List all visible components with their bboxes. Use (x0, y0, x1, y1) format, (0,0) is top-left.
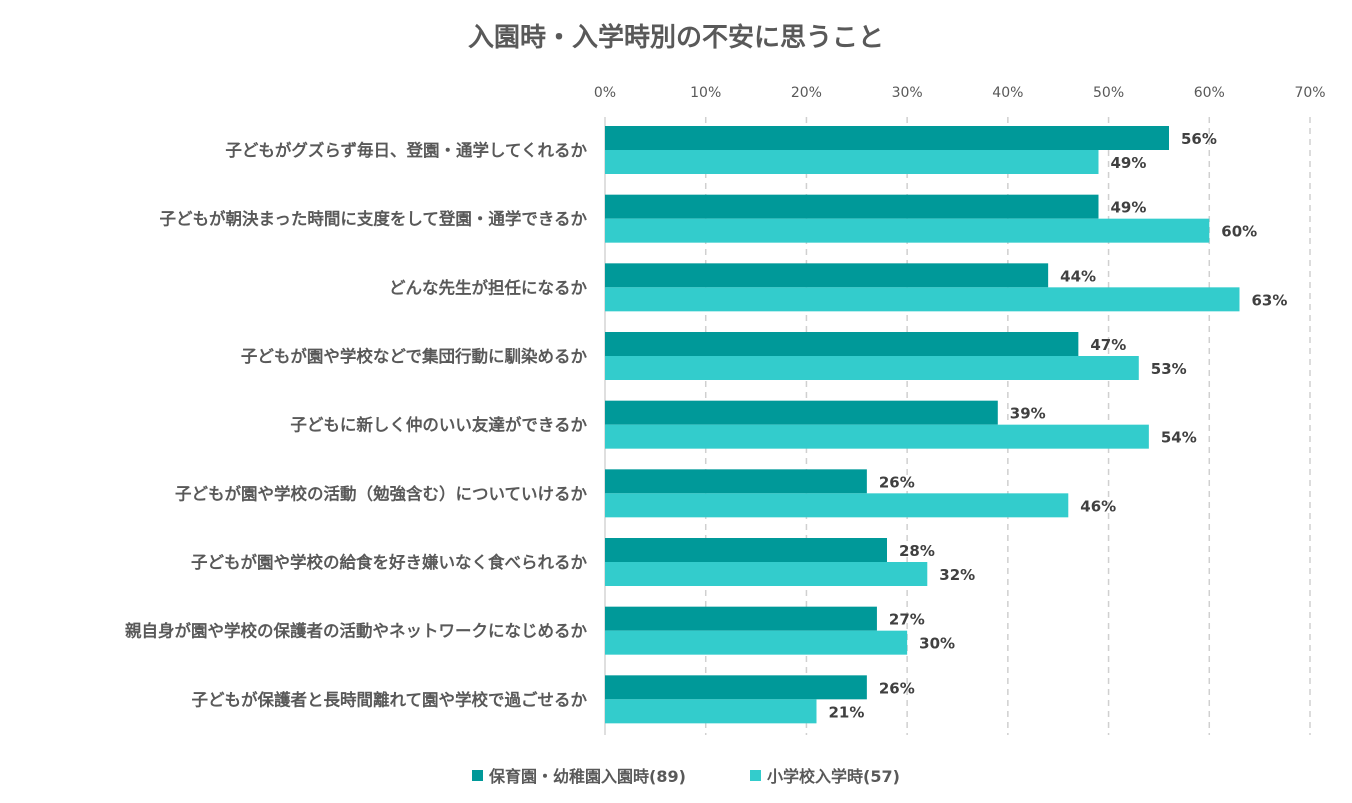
x-tick-label: 60% (1194, 85, 1225, 101)
bar (605, 356, 1139, 380)
bar (605, 218, 1210, 243)
data-label: 32% (939, 566, 975, 584)
category-label: 子どもが朝決まった時間に支度をして登園・通学できるか (159, 209, 587, 229)
x-tick-label: 30% (892, 85, 923, 101)
data-label: 27% (889, 611, 925, 629)
data-label: 53% (1151, 360, 1187, 378)
category-label: どんな先生が担任になるか (389, 277, 588, 297)
x-tick-label: 0% (594, 85, 616, 101)
legend-label: 小学校入学時(57) (767, 767, 900, 786)
category-label: 子どもがグズらず毎日、登園・通学してくれるか (225, 140, 587, 160)
x-tick-label: 40% (992, 85, 1023, 101)
category-label: 親自身が園や学校の保護者の活動やネットワークになじめるか (125, 621, 588, 641)
bar (605, 424, 1149, 449)
bar (605, 630, 908, 655)
data-label: 28% (899, 542, 935, 560)
category-label: 子どもが園や学校の活動（勉強含む）についていけるか (175, 483, 588, 503)
data-label: 26% (879, 679, 915, 697)
bar (605, 493, 1069, 518)
data-label: 54% (1161, 429, 1197, 447)
category-label: 子どもが保護者と長時間離れて園や学校で過ごせるか (191, 689, 587, 709)
category-label: 子どもに新しく仲のいい友達ができるか (290, 415, 587, 435)
bar (605, 332, 1079, 356)
category-label: 子どもが園や学校などで集団行動に馴染めるか (241, 346, 588, 366)
bar (605, 699, 817, 724)
bar (605, 562, 928, 586)
bar (605, 538, 887, 562)
x-tick-label: 70% (1294, 85, 1325, 101)
bar (605, 675, 867, 700)
bar (605, 287, 1240, 312)
category-label: 子どもが園や学校の給食を好き嫌いなく食べられるか (191, 552, 588, 572)
data-label: 46% (1080, 497, 1116, 515)
bar (605, 126, 1169, 150)
bar (605, 606, 877, 631)
data-label: 39% (1010, 405, 1046, 423)
bar (605, 400, 998, 425)
legend-label: 保育園・幼稚園入園時(89) (488, 767, 686, 786)
legend-swatch (472, 770, 483, 781)
bar (605, 150, 1099, 174)
data-label: 49% (1111, 199, 1147, 217)
data-label: 56% (1181, 130, 1217, 148)
data-label: 60% (1221, 223, 1257, 241)
data-label: 63% (1252, 291, 1288, 309)
x-tick-label: 10% (690, 85, 721, 101)
chart-title: 入園時・入学時別の不安に思うこと (468, 22, 884, 53)
data-label: 44% (1060, 267, 1096, 285)
data-label: 47% (1090, 336, 1126, 354)
legend-swatch (750, 770, 761, 781)
x-tick-label: 20% (791, 85, 822, 101)
data-label: 26% (879, 473, 915, 491)
data-label: 30% (919, 635, 955, 653)
data-label: 49% (1111, 154, 1147, 172)
bar (605, 194, 1099, 219)
data-label: 21% (829, 703, 865, 721)
x-tick-label: 50% (1093, 85, 1124, 101)
bar (605, 469, 867, 494)
bar (605, 263, 1049, 288)
